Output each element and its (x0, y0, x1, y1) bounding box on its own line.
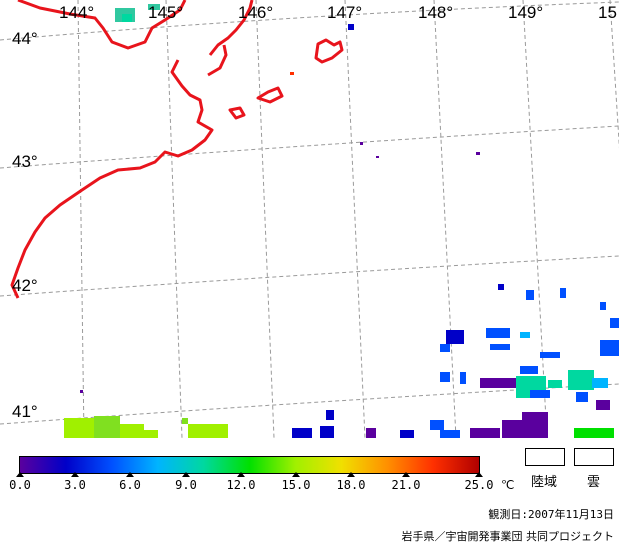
tick-mark (126, 472, 134, 477)
tick-label: 6.0 (119, 478, 141, 492)
tick-mark (237, 472, 245, 477)
lat-label: 42° (12, 276, 38, 295)
longitude-line-149 (522, 0, 548, 438)
observation-date: 観測日:2007年11月13日 (488, 508, 614, 521)
longitude-line-146 (255, 0, 275, 438)
tick-label: 9.0 (175, 478, 197, 492)
coastline (10, 0, 344, 299)
longitude-line-145 (165, 0, 183, 438)
longitude-line-144 (77, 0, 85, 438)
sst-pixels (64, 4, 619, 438)
latitude-line-42 (0, 255, 619, 297)
lon-label: 148° (418, 3, 453, 22)
tick-label: 21.0 (391, 478, 421, 492)
lat-label: 44° (12, 29, 38, 48)
credit-text: 岩手県／宇宙開発事業団 共同プロジェクト (401, 530, 615, 543)
longitude-line-147 (344, 0, 366, 438)
legend: 0.0 3.0 6.0 9.0 12.0 15.0 18.0 21.0 25.0… (0, 438, 619, 546)
lon-label: 146° (238, 3, 273, 22)
cloud-key-box (574, 448, 614, 466)
tick-label: 18.0 (336, 478, 366, 492)
sst-map: 144° 145° 146° 147° 148° 149° 15 44° 43°… (0, 0, 619, 438)
cloud-key-label: 雲 (587, 475, 601, 490)
latitude-line-41 (0, 383, 619, 425)
lat-label: 43° (12, 152, 38, 171)
tick-label: 0.0 (9, 478, 31, 492)
tick-label: 15.0 (281, 478, 311, 492)
longitude-line-150 (609, 0, 619, 149)
tick-mark (347, 472, 355, 477)
lat-label: 41° (12, 402, 38, 421)
tick-label: 12.0 (226, 478, 256, 492)
tick-mark (402, 472, 410, 477)
lon-label: 149° (508, 3, 543, 22)
latitude-line-44 (0, 1, 619, 41)
tick-mark (292, 472, 300, 477)
color-scale-bar (19, 456, 480, 474)
latitude-line-43 (0, 125, 619, 169)
tick-label: 3.0 (64, 478, 86, 492)
tick-mark (71, 472, 79, 477)
lon-label: 145° (148, 3, 183, 22)
longitude-line-148 (433, 0, 457, 438)
tick-mark (16, 472, 24, 477)
lon-label: 144° (59, 3, 94, 22)
land-key-box (525, 448, 565, 466)
lon-label: 15 (598, 3, 617, 22)
tick-label: 25.0 (464, 478, 494, 492)
tick-mark (182, 472, 190, 477)
unit-label: ℃ (501, 478, 515, 492)
land-key-label: 陸域 (531, 475, 558, 490)
longitude-labels: 144° 145° 146° 147° 148° 149° 15 (59, 3, 617, 22)
tick-mark (475, 472, 483, 477)
latitude-labels: 44° 43° 42° 41° (12, 29, 38, 421)
lon-label: 147° (327, 3, 362, 22)
